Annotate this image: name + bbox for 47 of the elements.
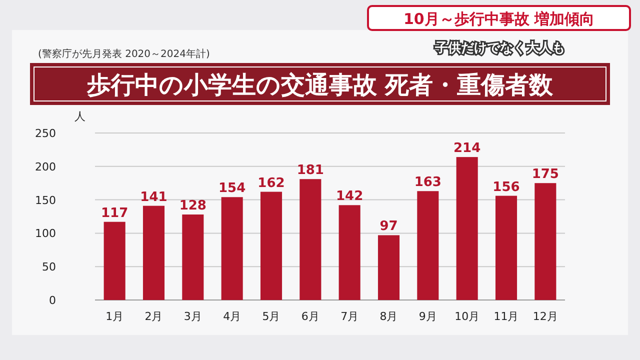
bar <box>338 205 360 300</box>
text: 10月～歩行中事故 増加傾向 <box>403 10 595 28</box>
bar <box>456 157 478 300</box>
bar <box>534 183 556 300</box>
x-tick-label: 10月 <box>454 310 480 323</box>
x-tick-label: 9月 <box>418 310 437 323</box>
x-tick-label: 2月 <box>144 310 163 323</box>
x-tick-label: 12月 <box>532 310 558 323</box>
x-tick-label: 7月 <box>340 310 359 323</box>
text: 子供だけでなく大人も <box>434 41 565 56</box>
x-tick-label: 8月 <box>380 310 398 323</box>
y-tick-label: 0 <box>49 294 56 307</box>
x-tick-label: 5月 <box>262 310 280 323</box>
data-label: 214 <box>454 141 481 156</box>
bar <box>221 197 243 300</box>
data-label: 162 <box>258 176 285 191</box>
y-axis-title: 人 <box>74 110 86 123</box>
bar <box>260 192 282 300</box>
data-label: 163 <box>414 175 442 190</box>
data-label: 141 <box>140 190 168 205</box>
chart-subtitle: (警察庁が先月発表 2020～2024年計) <box>38 48 210 60</box>
data-label: 175 <box>532 167 559 182</box>
data-label: 117 <box>101 206 128 221</box>
bar <box>378 235 400 300</box>
bar <box>300 179 322 300</box>
data-label: 156 <box>492 180 520 195</box>
x-tick-label: 11月 <box>494 310 519 323</box>
data-label: 128 <box>179 198 206 214</box>
y-tick-label: 100 <box>35 227 56 240</box>
bar <box>104 222 126 300</box>
data-label: 97 <box>380 219 398 234</box>
data-label: 142 <box>336 189 364 204</box>
x-tick-label: 4月 <box>223 310 242 323</box>
bar <box>182 214 204 300</box>
x-tick-label: 1月 <box>106 310 124 323</box>
y-tick-label: 50 <box>42 260 56 274</box>
data-label: 181 <box>296 163 324 178</box>
data-label: 154 <box>218 181 246 196</box>
y-tick-label: 250 <box>35 127 56 140</box>
chart-title: 歩行中の小学生の交通事故 死者・重傷者数 <box>86 71 554 99</box>
bar <box>417 191 439 300</box>
bar <box>495 196 518 300</box>
y-tick-label: 150 <box>35 194 56 207</box>
x-tick-label: 6月 <box>301 310 320 323</box>
x-tick-label: 3月 <box>184 310 202 323</box>
y-tick-label: 200 <box>35 160 56 174</box>
bar <box>142 206 165 300</box>
